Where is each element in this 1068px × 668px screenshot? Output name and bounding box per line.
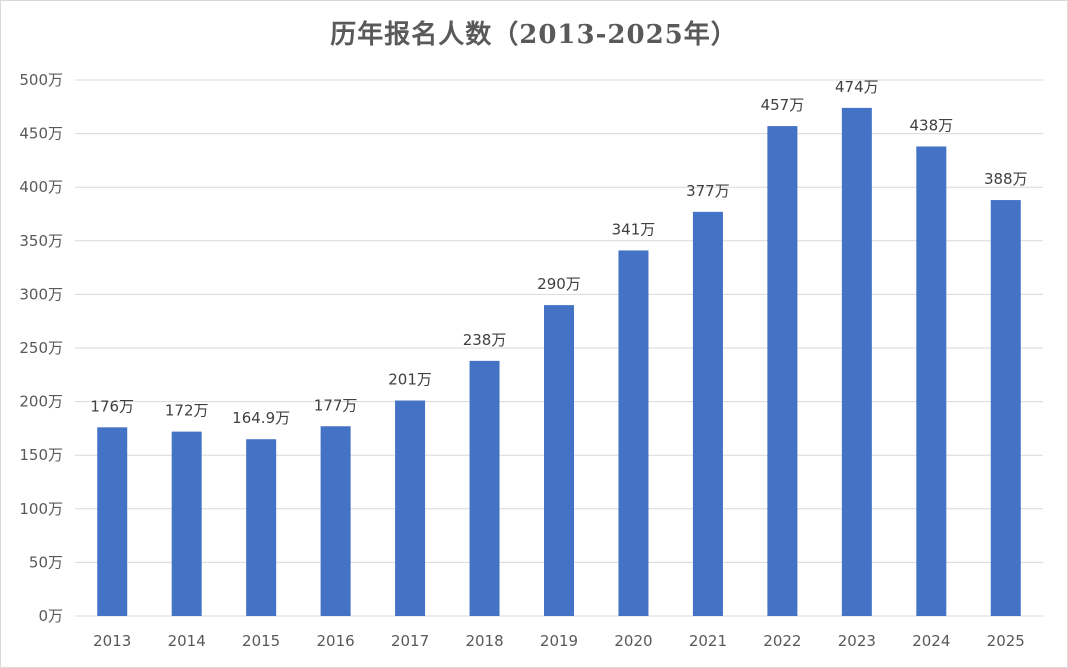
data-label-2019: 290万 [537, 275, 581, 293]
bar-2015 [246, 439, 277, 616]
bars [97, 107, 1021, 617]
data-label-2017: 201万 [388, 371, 432, 389]
data-label-2022: 457万 [761, 96, 805, 114]
bar-2013 [97, 427, 128, 616]
bar-2021 [692, 211, 723, 616]
data-label-2025: 388万 [984, 170, 1028, 188]
bar-2016 [320, 426, 351, 616]
y-tick-label: 350万 [19, 232, 63, 250]
bar-2017 [395, 400, 426, 616]
y-axis-ticks: 0万 50万 100万 150万 200万 250万 300万 350万 400万 450万 500… [19, 71, 63, 625]
bar-2024 [916, 146, 947, 617]
x-tick-label: 2024 [912, 632, 950, 650]
data-label-2021: 377万 [686, 182, 730, 200]
x-tick-label: 2019 [540, 632, 578, 650]
data-label-2024: 438万 [909, 116, 953, 134]
y-tick-label: 250万 [19, 339, 63, 357]
x-tick-label: 2018 [465, 632, 503, 650]
x-tick-label: 2021 [689, 632, 727, 650]
x-tick-label: 2013 [93, 632, 131, 650]
bar-2020 [618, 250, 649, 616]
data-label-2015: 164.9万 [232, 409, 290, 427]
data-label-2016: 177万 [314, 396, 358, 414]
bar-2019 [544, 305, 574, 616]
data-label-2013: 176万 [90, 397, 134, 415]
x-axis-ticks: 2013 2014 2015 2016 2017 2018 2019 2020 2021 2022… [93, 632, 1025, 650]
y-tick-label: 450万 [19, 125, 63, 143]
data-label-2018: 238万 [463, 331, 507, 349]
data-label-2014: 172万 [165, 402, 209, 420]
y-tick-label: 50万 [29, 553, 63, 571]
y-tick-label: 300万 [19, 285, 63, 303]
x-tick-label: 2023 [838, 632, 876, 650]
x-tick-label: 2017 [391, 632, 429, 650]
x-tick-label: 2022 [763, 632, 801, 650]
y-tick-label: 150万 [19, 446, 63, 464]
x-tick-label: 2014 [168, 632, 206, 650]
y-tick-label: 0万 [38, 607, 63, 625]
x-tick-label: 2015 [242, 632, 280, 650]
bar-2022 [767, 126, 798, 616]
x-tick-label: 2020 [614, 632, 652, 650]
bar-2014 [171, 431, 202, 616]
bar-2025 [990, 200, 1021, 616]
data-label-2023: 474万 [835, 78, 879, 96]
y-tick-label: 100万 [19, 500, 63, 518]
x-tick-label: 2016 [317, 632, 355, 650]
data-label-2020: 341万 [612, 220, 656, 238]
y-tick-label: 200万 [19, 393, 63, 411]
y-tick-label: 400万 [19, 178, 63, 196]
y-tick-label: 500万 [19, 71, 63, 89]
chart-title: 历年报名人数（2013-2025年） [330, 20, 738, 50]
data-labels: 176万 172万 164.9万 177万 201万 238万 290万 341万 377万 45… [90, 78, 1027, 427]
x-tick-label: 2025 [987, 632, 1025, 650]
bar-2023 [841, 107, 872, 616]
bar-2018 [469, 360, 500, 616]
